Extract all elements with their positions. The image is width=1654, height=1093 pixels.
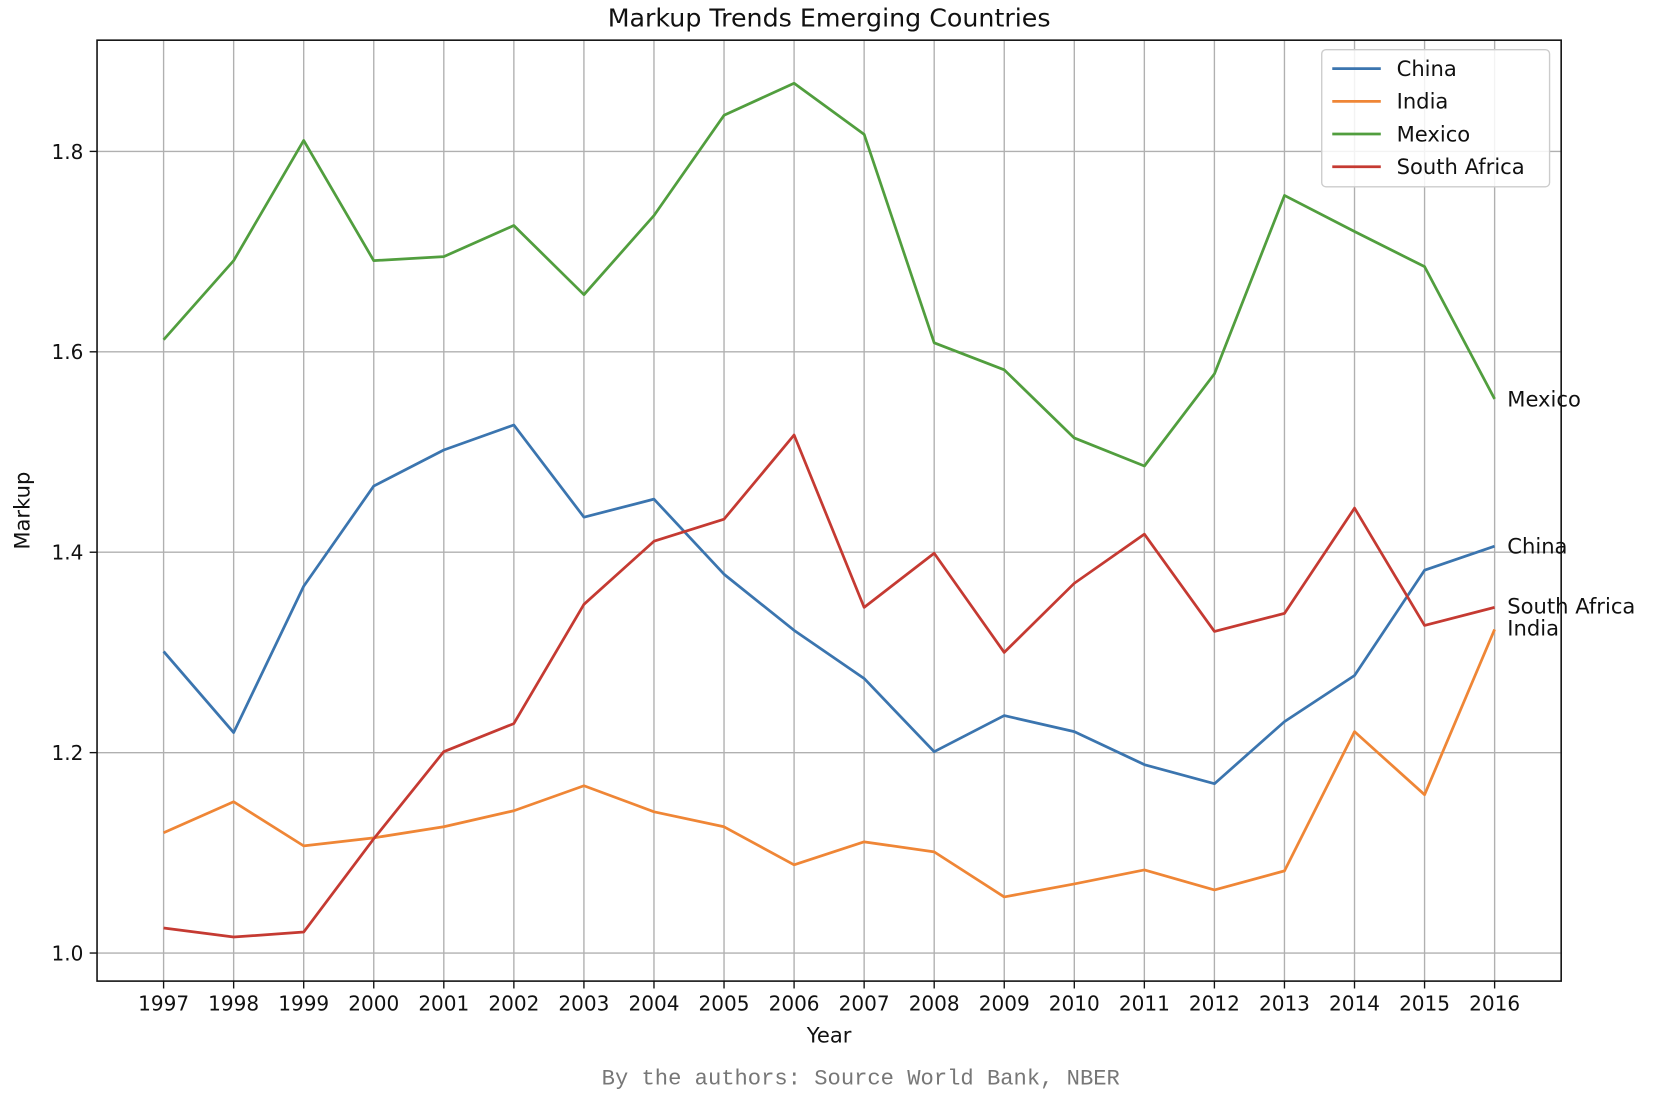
y-tick-label: 1.8 bbox=[51, 140, 83, 164]
x-tick-label: 2001 bbox=[418, 992, 469, 1016]
x-tick-label: 1999 bbox=[278, 992, 329, 1016]
x-tick-label: 2010 bbox=[1049, 992, 1100, 1016]
y-tick-label: 1.4 bbox=[51, 541, 83, 565]
x-tick-label: 2002 bbox=[488, 992, 539, 1016]
x-tick-label: 2005 bbox=[699, 992, 750, 1016]
caption: By the authors: Source World Bank, NBER bbox=[602, 1066, 1120, 1091]
end-label-china: China bbox=[1507, 534, 1567, 559]
x-tick-label: 2015 bbox=[1399, 992, 1450, 1016]
y-tick-label: 1.6 bbox=[51, 340, 83, 364]
y-tick-label: 1.2 bbox=[51, 741, 83, 765]
x-tick-label: 2013 bbox=[1259, 992, 1310, 1016]
x-tick-label: 1998 bbox=[208, 992, 259, 1016]
x-tick-label: 2004 bbox=[628, 992, 679, 1016]
end-label-india: India bbox=[1507, 616, 1559, 641]
x-tick-label: 2014 bbox=[1329, 992, 1380, 1016]
legend-label-south-africa: South Africa bbox=[1397, 154, 1525, 179]
end-label-south-africa: South Africa bbox=[1507, 594, 1635, 619]
chart-title: Markup Trends Emerging Countries bbox=[608, 3, 1051, 32]
y-tick-label: 1.0 bbox=[51, 941, 83, 965]
series-line-mexico bbox=[162, 81, 1496, 468]
x-tick-label: 2009 bbox=[979, 992, 1030, 1016]
legend-box bbox=[1321, 48, 1551, 188]
x-tick-label: 2000 bbox=[348, 992, 399, 1016]
end-label-mexico: Mexico bbox=[1507, 386, 1581, 411]
x-tick-label: 1997 bbox=[138, 992, 189, 1016]
y-axis-label: Markup bbox=[10, 472, 35, 550]
legend-label-china: China bbox=[1397, 56, 1457, 81]
legend-label-india: India bbox=[1397, 89, 1449, 114]
x-tick-label: 2011 bbox=[1119, 992, 1170, 1016]
legend: China India Mexico South Africa bbox=[1321, 48, 1551, 188]
plot-frame bbox=[96, 39, 1562, 982]
x-tick-label: 2012 bbox=[1189, 992, 1240, 1016]
series-line-china bbox=[162, 423, 1496, 786]
x-axis-label: Year bbox=[806, 1022, 852, 1047]
x-tick-label: 2003 bbox=[558, 992, 609, 1016]
legend-label-mexico: Mexico bbox=[1397, 121, 1471, 146]
x-tick-label: 2006 bbox=[769, 992, 820, 1016]
x-tick-label: 2016 bbox=[1469, 992, 1520, 1016]
x-tick-label: 2007 bbox=[839, 992, 890, 1016]
series-line-south-africa bbox=[163, 433, 1495, 939]
series-line-india bbox=[163, 628, 1496, 899]
x-tick-label: 2008 bbox=[909, 992, 960, 1016]
